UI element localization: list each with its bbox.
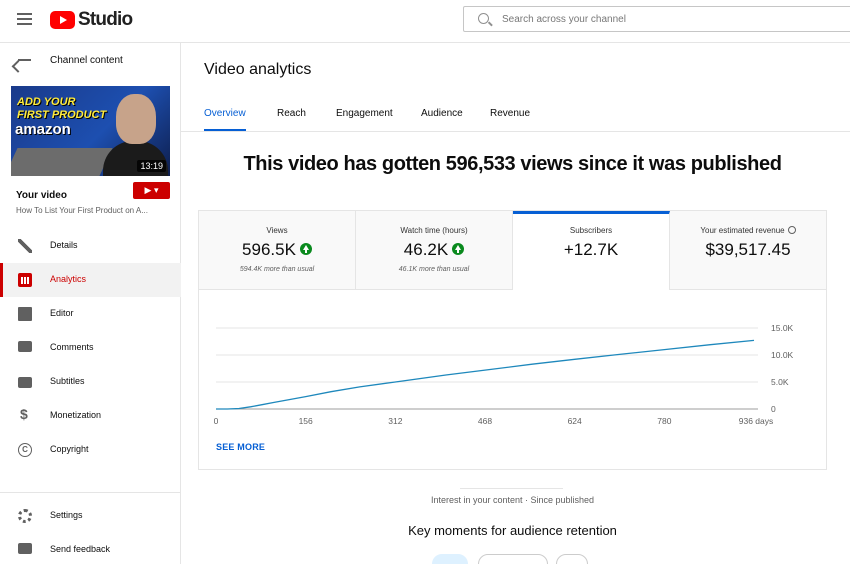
studio-logo[interactable]: Studio	[50, 9, 133, 31]
back-to-channel-content[interactable]: Channel content	[0, 55, 181, 73]
metric-label: Views	[266, 226, 288, 235]
video-thumbnail[interactable]: ADD YOUR FIRST PRODUCT amazon 13:19	[11, 86, 170, 176]
thumbnail-text-1: ADD YOUR FIRST PRODUCT	[17, 96, 107, 121]
back-arrow-icon	[18, 59, 31, 61]
trend-up-icon	[299, 242, 312, 255]
sidebar-item-send-feedback[interactable]: Send feedback	[0, 533, 181, 564]
sidebar-item-label: Comments	[50, 342, 94, 352]
metric-views[interactable]: Views 596.5K 594.4K more than usual	[199, 211, 356, 290]
sidebar-item-subtitles[interactable]: Subtitles	[0, 365, 181, 399]
metric-watch-time[interactable]: Watch time (hours) 46.2K 46.1K more than…	[356, 211, 513, 290]
sidebar-item-label: Monetization	[50, 410, 102, 420]
page-title: Video analytics	[204, 61, 312, 78]
sidebar-item-label: Subtitles	[50, 376, 85, 386]
sidebar-item-editor[interactable]: Editor	[0, 297, 181, 331]
sidebar-item-label: Send feedback	[50, 544, 111, 554]
sidebar-item-comments[interactable]: Comments	[0, 331, 181, 365]
sidebar-item-label: Settings	[50, 510, 83, 520]
sidebar-nav: Details Analytics Editor Comments Subtit…	[0, 229, 181, 467]
sidebar-bottom-nav: Settings Send feedback	[0, 499, 181, 564]
tab-overview[interactable]: Overview	[204, 108, 246, 119]
sidebar-item-label: Copyright	[50, 444, 89, 454]
metrics-card: Views 596.5K 594.4K more than usual Watc…	[198, 210, 827, 470]
tab-engagement[interactable]: Engagement	[336, 108, 393, 119]
sidebar: Channel content ADD YOUR FIRST PRODUCT a…	[0, 43, 181, 564]
copyright-icon: C	[18, 443, 32, 457]
metric-value: $39,517.45	[705, 240, 791, 259]
analytics-icon	[18, 273, 32, 287]
feedback-icon	[18, 543, 32, 554]
metric-label: Your estimated revenue	[670, 225, 826, 235]
metric-comparison: 594.4K more than usual	[239, 266, 315, 273]
gear-icon	[18, 509, 32, 523]
thumbnail-text-2: amazon	[15, 121, 71, 138]
comment-icon	[18, 341, 32, 352]
metric-label: Subscribers	[569, 226, 613, 235]
sidebar-item-monetization[interactable]: $ Monetization	[0, 399, 181, 433]
film-icon	[18, 307, 32, 321]
sidebar-item-settings[interactable]: Settings	[0, 499, 181, 533]
video-title: How To List Your First Product on A...	[16, 206, 148, 215]
dollar-icon: $	[20, 406, 28, 422]
metric-tabs: Views 596.5K 594.4K more than usual Watc…	[199, 211, 826, 290]
search-input[interactable]	[502, 10, 842, 28]
sidebar-item-label: Analytics	[50, 274, 87, 284]
search-icon	[478, 13, 489, 24]
key-moments-title: Key moments for audience retention	[408, 523, 617, 538]
active-tab-indicator	[204, 129, 246, 131]
search-box[interactable]	[463, 6, 850, 32]
metric-label: Watch time (hours)	[400, 226, 468, 235]
back-label: Channel content	[50, 55, 123, 66]
views-headline: This video has gotten 596,533 views sinc…	[243, 153, 782, 175]
tab-reach[interactable]: Reach	[277, 108, 306, 119]
sidebar-item-details[interactable]: Details	[0, 229, 181, 263]
top-bar: Studio	[0, 0, 850, 43]
filter-chip[interactable]	[556, 554, 588, 564]
subtitles-icon	[18, 377, 32, 388]
sidebar-divider	[0, 492, 181, 493]
metric-value: 596.5K	[199, 240, 355, 260]
interest-caption: Interest in your content · Since publish…	[430, 495, 595, 505]
filter-chip[interactable]	[478, 554, 548, 564]
metric-value: 46.2K	[356, 240, 512, 260]
filter-chip[interactable]	[432, 554, 468, 564]
thumbnail-laptop	[11, 148, 113, 176]
clock-icon[interactable]	[787, 225, 796, 234]
see-more-link[interactable]: SEE MORE	[216, 442, 266, 452]
section-divider	[460, 488, 563, 489]
thumbnail-face	[116, 94, 156, 144]
tab-audience[interactable]: Audience	[421, 108, 463, 119]
metric-comparison: 46.1K more than usual	[398, 266, 470, 273]
metric-subscribers[interactable]: Subscribers +12.7K	[513, 211, 670, 290]
sidebar-item-copyright[interactable]: C Copyright	[0, 433, 181, 467]
sidebar-item-label: Editor	[50, 308, 74, 318]
youtube-logo-icon	[50, 11, 75, 29]
tabs-divider	[181, 131, 850, 132]
pencil-icon	[18, 239, 32, 253]
video-duration: 13:19	[137, 160, 166, 172]
menu-icon[interactable]	[17, 13, 32, 25]
metric-value: +12.7K	[563, 240, 619, 259]
tab-revenue[interactable]: Revenue	[490, 108, 531, 119]
logo-text: Studio	[78, 9, 133, 30]
metric-revenue[interactable]: Your estimated revenue $39,517.45	[670, 211, 826, 290]
sidebar-item-analytics[interactable]: Analytics	[0, 263, 181, 297]
trend-up-icon	[452, 242, 465, 255]
sidebar-item-label: Details	[50, 240, 78, 250]
your-video-label: Your video	[16, 190, 67, 201]
video-options-button[interactable]: ▶ ▾	[133, 182, 170, 199]
